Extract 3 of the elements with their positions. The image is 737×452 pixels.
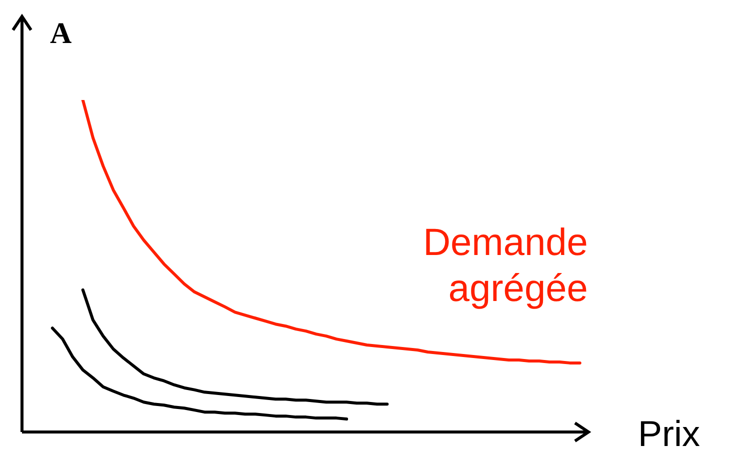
y-axis-title: A xyxy=(50,17,72,50)
x-axis-title: Prix xyxy=(638,413,700,452)
series-label: Demande agrégée xyxy=(423,222,588,310)
